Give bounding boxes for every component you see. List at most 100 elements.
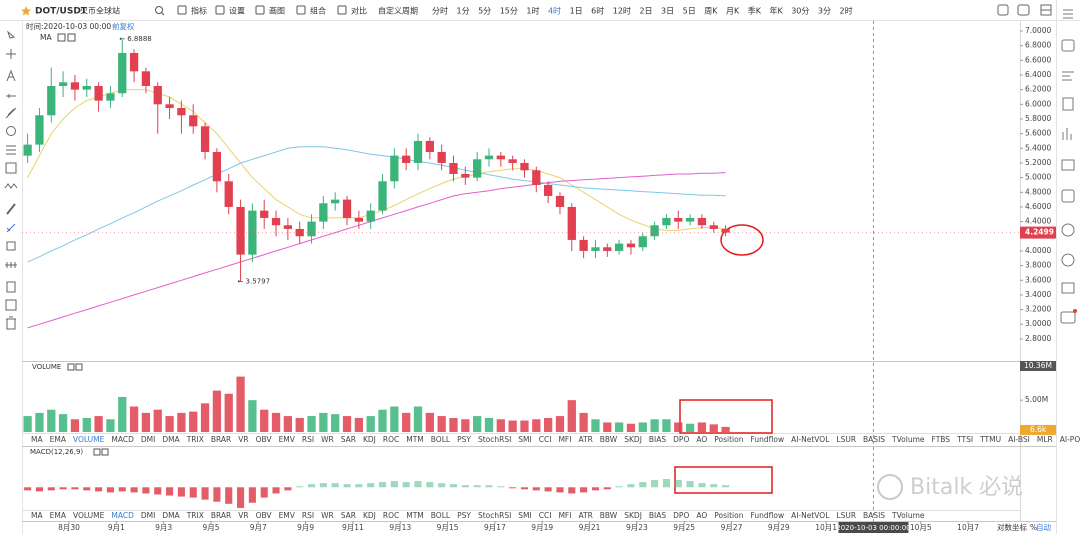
icon-fullscreen[interactable] [1040,4,1052,16]
indicator-tab[interactable]: FTBS [932,435,951,444]
indicator-tab[interactable]: AI-NetVOL [791,511,830,520]
icon-menu[interactable] [1063,9,1073,19]
icon-clock[interactable] [1061,223,1075,237]
indicator-tab[interactable]: MA [31,435,43,444]
indicator-tab[interactable]: ROC [383,435,399,444]
period-option[interactable]: 月K [726,7,740,16]
indicator-tab[interactable]: AO [696,511,707,520]
indicator-tab[interactable]: SAR [341,435,356,444]
period-option[interactable]: 3日 [661,7,674,16]
indicator-tab[interactable]: MTM [406,511,424,520]
indicator-tab[interactable]: LSUR [836,435,856,444]
ma-settings[interactable] [57,33,66,42]
indicator-tab[interactable]: AI-NetVOL [791,435,830,444]
tool-eye[interactable] [5,299,17,311]
ma-close[interactable] [67,33,76,42]
indicator-tab[interactable]: BIAS [649,511,666,520]
indicator-tab[interactable]: EMV [279,435,296,444]
period-option[interactable]: 1时 [526,6,539,16]
indicator-tab[interactable]: StochRSI [478,511,511,520]
indicator-tab[interactable]: MFI [558,435,571,444]
indicator-tab[interactable]: ATR [578,511,592,520]
toolbar-button[interactable]: 对比 [351,6,367,16]
indicator-tab[interactable]: AI-PO [1060,435,1080,444]
button-icon[interactable] [337,5,347,15]
period-option[interactable]: 周K [704,7,718,16]
indicator-tab[interactable]: MTM [406,435,424,444]
indicator-tab[interactable]: EMV [279,511,296,520]
icon-plus[interactable] [1061,159,1075,171]
period-option[interactable]: 3分 [818,7,831,16]
indicator-tab[interactable]: VOLUME [73,435,105,444]
panel-close[interactable] [101,448,109,456]
tool-lock[interactable] [6,241,16,251]
indicator-tab[interactable]: BRAR [211,511,231,520]
period-option[interactable]: 12时 [613,6,631,16]
icon-compass[interactable] [1061,253,1075,267]
panel-settings[interactable] [67,363,75,371]
exchange[interactable]: 火币全球站 [80,6,120,16]
tool-text[interactable] [6,69,16,82]
indicator-tab[interactable]: TRIX [186,511,204,520]
tool-cursor[interactable] [6,30,16,39]
period-option[interactable]: 年K [769,6,783,16]
indicator-tab[interactable]: SAR [341,511,356,520]
indicator-tab[interactable]: RSI [302,435,314,444]
indicator-tab[interactable]: DMA [162,511,180,520]
indicator-tab[interactable]: Position [714,511,743,520]
period-option[interactable]: 2日 [639,7,652,16]
indicator-tab[interactable]: SMI [518,435,531,444]
indicator-tab[interactable]: TVolume [891,511,925,520]
tool-delete[interactable] [6,316,16,330]
adjust-mode[interactable]: 前复权 [112,21,135,31]
period-option[interactable]: 分时 [432,6,448,16]
period-option[interactable]: 6时 [591,6,604,16]
indicator-tab[interactable]: TVolume [891,435,925,444]
indicator-tab[interactable]: BIAS [649,435,666,444]
period-option[interactable]: 1日 [570,7,583,16]
indicator-tab[interactable]: RSI [302,511,314,520]
tool-wave[interactable] [4,183,18,189]
indicator-tab[interactable]: BRAR [211,435,231,444]
indicator-tab[interactable]: AO [696,435,707,444]
custom-period[interactable]: 自定义周期 [378,6,418,16]
percent-scale[interactable]: % [1030,523,1037,532]
indicator-tab[interactable]: DMI [141,511,155,520]
indicator-tab[interactable]: WR [321,511,334,520]
icon-doc[interactable] [1062,97,1074,111]
tool-circle[interactable] [6,126,16,136]
indicator-tab[interactable]: PSY [457,435,471,444]
period-option[interactable]: 15分 [500,7,518,16]
icon-watchlist[interactable] [1061,39,1075,52]
indicator-tab[interactable]: DPO [673,435,689,444]
toolbar-button[interactable]: 画图 [269,7,285,16]
indicator-tab[interactable]: VR [238,511,248,520]
indicator-tab[interactable]: MFI [558,511,571,520]
tool-hline[interactable] [6,94,16,98]
indicator-tab[interactable]: MACD [111,435,134,444]
period-option[interactable]: 1分 [457,7,470,16]
tool-brush[interactable] [6,223,16,233]
period-option[interactable]: 4时 [548,6,561,16]
period-option[interactable]: 30分 [791,7,809,16]
indicator-tab[interactable]: BOLL [431,435,451,444]
indicator-tab[interactable]: EMA [50,511,67,520]
panel-settings[interactable] [93,448,101,456]
indicator-tab[interactable]: CCI [539,435,552,444]
tool-trendline[interactable] [5,107,17,119]
indicator-tab[interactable]: DMA [162,435,180,444]
icon-screenshot[interactable] [1017,4,1030,16]
indicator-tab[interactable]: WR [321,435,334,444]
symbol[interactable]: DOT/USDT [35,7,88,17]
indicator-tab[interactable]: LSUR [836,511,856,520]
log-scale[interactable]: 对数坐标 [997,522,1027,532]
icon-pro[interactable] [1060,311,1076,324]
indicator-tab[interactable]: Fundflow [750,435,784,444]
period-option[interactable]: 5分 [478,7,491,16]
indicator-tab[interactable]: SKDJ [624,435,642,444]
indicator-tab[interactable]: PSY [457,511,471,520]
indicator-tab[interactable]: OBV [256,511,273,520]
button-icon[interactable] [215,5,225,15]
indicator-tab[interactable]: SMI [518,511,531,520]
button-icon[interactable] [296,5,306,15]
